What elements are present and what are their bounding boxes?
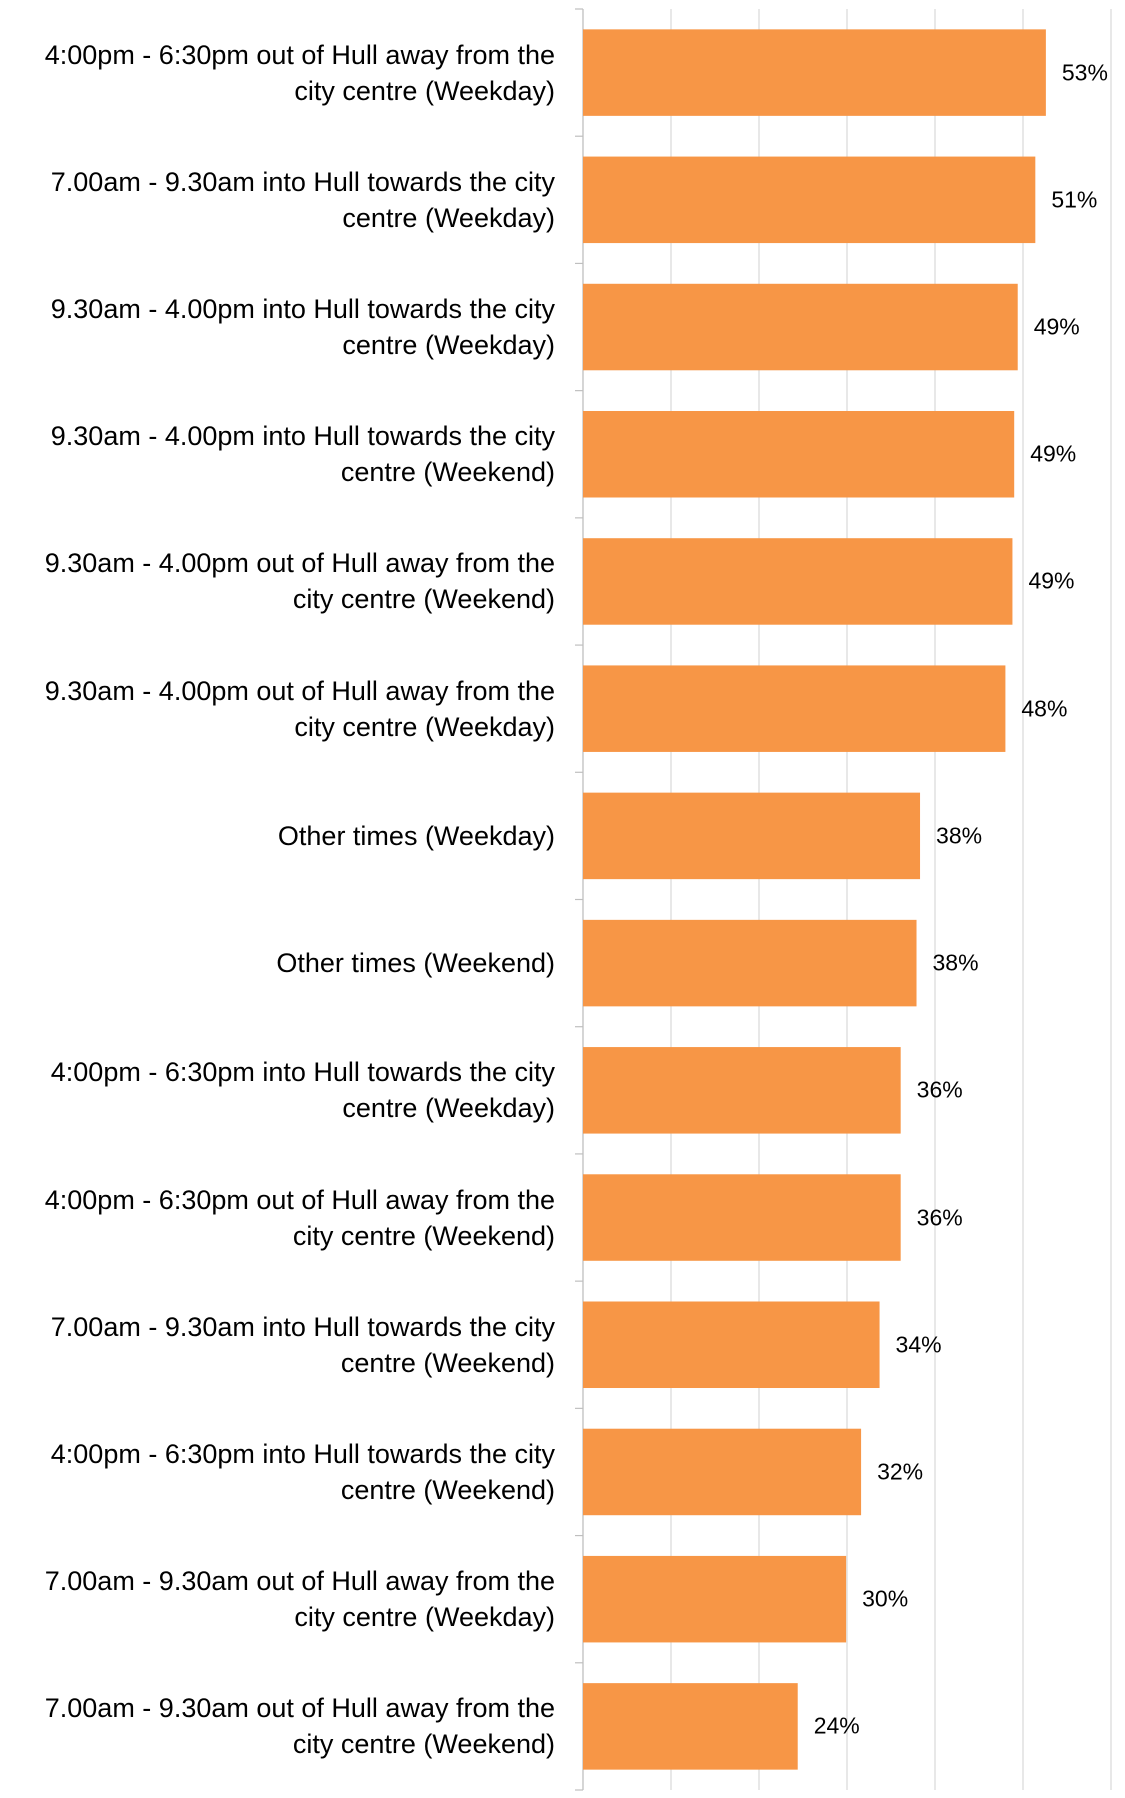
bar xyxy=(583,1301,880,1389)
category-label: 9.30am - 4.00pm out of Hull away from th… xyxy=(44,675,555,742)
value-label: 49% xyxy=(1028,567,1075,594)
value-label: 49% xyxy=(1033,313,1080,340)
value-label: 38% xyxy=(936,822,983,849)
category-label: 7.00am - 9.30am out of Hull away from th… xyxy=(44,1693,555,1760)
category-label: Other times (Weekday) xyxy=(277,820,555,851)
bar xyxy=(583,1047,901,1134)
value-label: 36% xyxy=(916,1076,963,1103)
bar xyxy=(583,538,1013,625)
category-label: 4:00pm - 6:30pm out of Hull away from th… xyxy=(44,1184,555,1251)
bar xyxy=(583,1428,862,1516)
value-label: 49% xyxy=(1030,440,1077,467)
category-label: 7.00am - 9.30am into Hull towards the ci… xyxy=(50,1311,555,1378)
bar xyxy=(583,1555,847,1643)
value-label: 32% xyxy=(877,1458,924,1485)
bar xyxy=(583,29,1046,116)
bar xyxy=(583,792,921,880)
category-label: 7.00am - 9.30am into Hull towards the ci… xyxy=(50,166,555,233)
category-label: 9.30am - 4.00pm into Hull towards the ci… xyxy=(50,294,555,361)
value-label: 34% xyxy=(895,1331,942,1358)
bar xyxy=(583,156,1036,244)
value-label: 51% xyxy=(1051,186,1098,213)
value-label: 38% xyxy=(932,949,979,976)
value-label: 48% xyxy=(1021,695,1068,722)
category-label: Other times (Weekend) xyxy=(276,948,555,979)
value-label: 36% xyxy=(916,1204,963,1231)
value-label: 30% xyxy=(862,1585,909,1612)
bar xyxy=(583,1174,901,1261)
bar xyxy=(583,283,1018,371)
category-label: 9.30am - 4.00pm into Hull towards the ci… xyxy=(50,421,555,488)
category-label: 4:00pm - 6:30pm out of Hull away from th… xyxy=(44,39,555,106)
category-label: 4:00pm - 6:30pm into Hull towards the ci… xyxy=(50,1057,555,1124)
value-label: 53% xyxy=(1061,59,1108,86)
bar xyxy=(583,665,1006,752)
bar xyxy=(583,410,1015,498)
category-label: 4:00pm - 6:30pm into Hull towards the ci… xyxy=(50,1438,555,1505)
category-label: 9.30am - 4.00pm out of Hull away from th… xyxy=(44,548,555,615)
category-label: 7.00am - 9.30am out of Hull away from th… xyxy=(44,1566,555,1633)
value-label: 24% xyxy=(813,1712,860,1739)
bar xyxy=(583,919,917,1007)
bar xyxy=(583,1683,798,1770)
